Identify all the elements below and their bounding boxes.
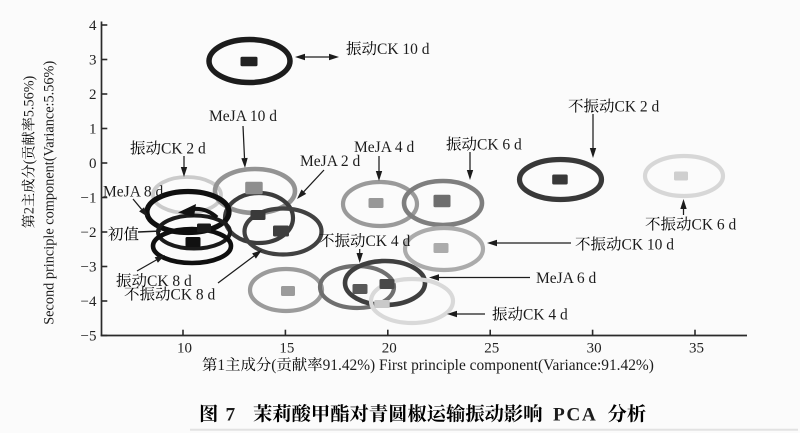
svg-text:CK 10 d: CK 10 d [377,41,430,58]
svg-text:0: 0 [89,156,97,172]
svg-text:−4: −4 [81,294,97,310]
svg-text:−5: −5 [81,329,97,345]
svg-text:3: 3 [89,53,97,69]
svg-text:7: 7 [226,405,236,426]
svg-text:−3: −3 [81,260,97,276]
svg-text:15: 15 [279,341,294,357]
svg-text:Second principle component(Var: Second principle component(Variance:5.56… [42,61,58,325]
svg-text:PCA: PCA [553,405,597,426]
svg-text:CK 2 d: CK 2 d [615,99,660,116]
svg-text:−2: −2 [81,225,97,241]
svg-text:30: 30 [587,341,602,357]
svg-text:4: 4 [89,18,97,34]
svg-text:CK 6 d: CK 6 d [692,217,737,234]
svg-text:2: 2 [89,87,97,103]
svg-text:MeJA 4 d: MeJA 4 d [354,139,415,156]
svg-text:CK 4 d: CK 4 d [366,233,411,250]
svg-text:1: 1 [217,357,225,374]
svg-text:CK 2 d: CK 2 d [161,141,206,158]
svg-text:CK 6 d: CK 6 d [477,137,522,154]
svg-text:2: 2 [22,207,38,214]
svg-text:35: 35 [689,341,704,357]
svg-text:91.42%) First principle compon: 91.42%) First principle component(Varian… [323,357,654,374]
svg-text:(: ( [22,159,38,164]
svg-text:MeJA 10 d: MeJA 10 d [209,108,277,125]
svg-text:25: 25 [484,341,499,357]
svg-text:1: 1 [89,122,97,138]
svg-text:MeJA 6 d: MeJA 6 d [536,270,597,287]
svg-text:10: 10 [177,341,192,357]
svg-text:CK 8 d: CK 8 d [147,273,192,290]
svg-text:(: ( [271,357,276,374]
svg-text:5.56%): 5.56%) [22,75,38,117]
svg-text:MeJA 2 d: MeJA 2 d [300,153,361,170]
svg-text:MeJA 8 d: MeJA 8 d [103,184,164,201]
svg-text:CK 10 d: CK 10 d [622,237,675,254]
svg-text:−1: −1 [81,191,97,207]
svg-text:CK 8 d: CK 8 d [171,287,216,304]
svg-text:CK 4 d: CK 4 d [523,307,568,324]
svg-text:20: 20 [382,341,397,357]
